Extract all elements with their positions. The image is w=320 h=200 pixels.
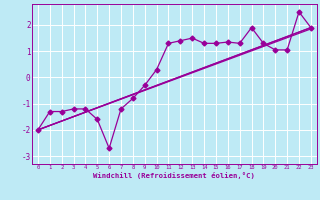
X-axis label: Windchill (Refroidissement éolien,°C): Windchill (Refroidissement éolien,°C) <box>93 172 255 179</box>
